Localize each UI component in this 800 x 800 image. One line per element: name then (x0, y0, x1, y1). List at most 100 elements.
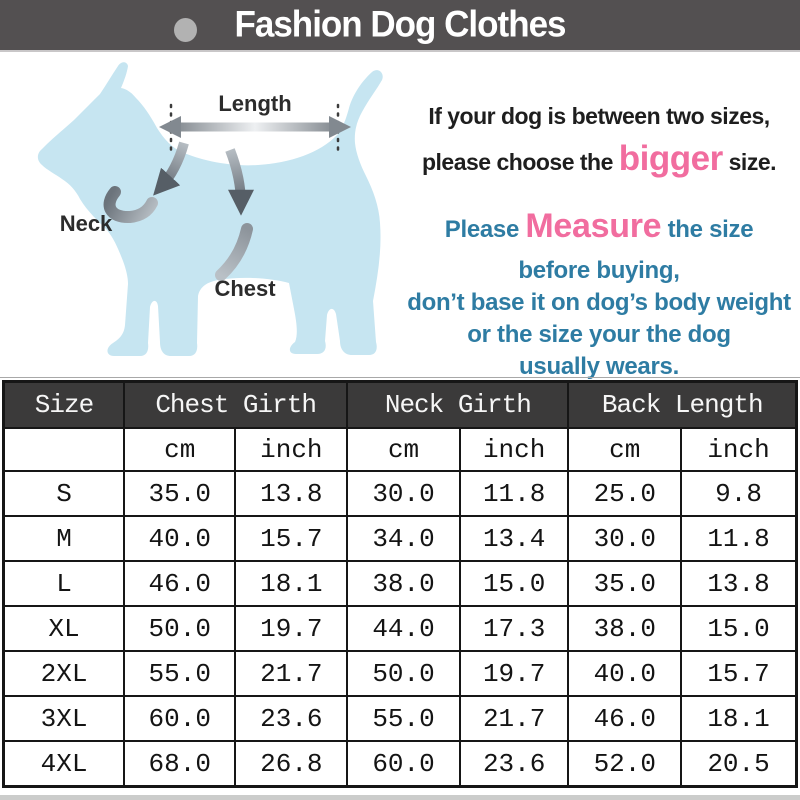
chest-band (215, 223, 253, 281)
measurement-value-cell: 34.0 (346, 515, 461, 562)
measurement-value-cell: 13.4 (458, 515, 570, 562)
size-table: Size Chest Girth Neck Girth Back Length … (2, 380, 798, 788)
measurement-value-cell: 40.0 (123, 515, 237, 562)
measurement-value-cell: 21.7 (234, 650, 349, 697)
measurement-value-cell: 19.7 (234, 605, 349, 652)
note-line-2: please choose the bigger size. (398, 136, 800, 185)
table-row: XL 50.0 19.7 44.0 17.3 38.0 15.0 (2, 605, 798, 652)
unit-cell: inch (458, 427, 570, 472)
measurement-value-cell: 46.0 (123, 560, 237, 607)
size-label-cell: 4XL (2, 740, 126, 788)
length-arrowhead-right (329, 116, 351, 138)
measurement-value-cell: 46.0 (567, 695, 683, 742)
page-title: Fashion Dog Clothes (234, 4, 567, 45)
note-line-4: before buying, (518, 257, 680, 284)
note-line-7: usually wears. (519, 353, 679, 380)
measurement-value-cell: 68.0 (123, 740, 237, 788)
unit-cell: cm (123, 427, 237, 472)
measurement-value-cell: 38.0 (567, 605, 683, 652)
note-line-5: don’t base it on dog’s body weight (407, 289, 791, 316)
chest-label: Chest (214, 276, 276, 301)
measurement-value-cell: 13.8 (680, 560, 798, 607)
measurement-value-cell: 19.7 (458, 650, 570, 697)
measurement-value-cell: 15.7 (234, 515, 349, 562)
measurement-value-cell: 60.0 (346, 740, 461, 788)
measurement-value-cell: 18.1 (680, 695, 798, 742)
measurement-value-cell: 52.0 (567, 740, 683, 788)
measurement-value-cell: 13.8 (234, 470, 349, 517)
measurement-value-cell: 55.0 (123, 650, 237, 697)
header-bar: Fashion Dog Clothes (0, 0, 800, 52)
measurement-value-cell: 17.3 (458, 605, 570, 652)
measurement-value-cell: 11.8 (458, 470, 570, 517)
measurement-value-cell: 9.8 (680, 470, 798, 517)
note-line-3: Please Measure the size (398, 201, 800, 255)
table-row: 4XL 68.0 26.8 60.0 23.6 52.0 20.5 (2, 740, 798, 788)
table-body: S 35.0 13.8 30.0 11.8 25.0 9.8 M 40.0 15.7 34.0 13.… (2, 470, 798, 788)
note-line-2-pre: please choose the (421, 149, 619, 175)
bottom-edge-strip (0, 795, 800, 800)
note-line-6: or the size your the dog (467, 321, 731, 348)
size-label-cell: S (2, 470, 126, 517)
unit-cell-empty (2, 427, 126, 472)
neck-arrow (153, 141, 189, 196)
table-group-header-row: Size Chest Girth Neck Girth Back Length (2, 380, 798, 429)
measurement-value-cell: 50.0 (346, 650, 461, 697)
measurement-value-cell: 18.1 (234, 560, 349, 607)
note-line-2-post: size. (722, 149, 777, 175)
length-arrowhead-left (159, 116, 181, 138)
sizing-notes: If your dog is between two sizes, please… (398, 96, 800, 383)
measurement-value-cell: 30.0 (346, 470, 461, 517)
measure-highlight: Measure (525, 207, 662, 245)
table-row: 2XL 55.0 21.7 50.0 19.7 40.0 15.7 (2, 650, 798, 697)
table-row: M 40.0 15.7 34.0 13.4 30.0 11.8 (2, 515, 798, 562)
dog-measurement-diagram: Length Neck Chest (0, 53, 400, 375)
measurement-value-cell: 55.0 (346, 695, 461, 742)
unit-cell: inch (234, 427, 349, 472)
table-row: S 35.0 13.8 30.0 11.8 25.0 9.8 (2, 470, 798, 517)
note-line-1-text: If your dog is between two sizes, (428, 103, 770, 129)
unit-cell: cm (567, 427, 683, 472)
measurement-value-cell: 23.6 (234, 695, 349, 742)
chest-arrow (225, 148, 254, 216)
measurement-value-cell: 25.0 (567, 470, 683, 517)
dog-silhouette (37, 62, 383, 356)
measurement-value-cell: 15.0 (458, 560, 570, 607)
measurement-value-cell: 60.0 (123, 695, 237, 742)
note-line-3-pre: Please (444, 216, 526, 243)
measurement-value-cell: 35.0 (123, 470, 237, 517)
measurement-value-cell: 26.8 (234, 740, 349, 788)
neck-band (103, 186, 158, 223)
size-label-cell: M (2, 515, 126, 562)
size-label-cell: 2XL (2, 650, 126, 697)
neck-label: Neck (60, 211, 113, 236)
measurement-value-cell: 35.0 (567, 560, 683, 607)
measurement-value-cell: 38.0 (346, 560, 461, 607)
table-row: 3XL 60.0 23.6 55.0 21.7 46.0 18.1 (2, 695, 798, 742)
measurement-value-cell: 15.7 (680, 650, 798, 697)
col-group-chest-girth: Chest Girth (123, 380, 349, 429)
measurement-value-cell: 11.8 (680, 515, 798, 562)
measurement-value-cell: 23.6 (458, 740, 570, 788)
bigger-highlight: bigger (618, 139, 723, 178)
notes-spacer (398, 185, 800, 201)
note-line-3-post: the size (661, 216, 754, 243)
bullet-dot-icon (174, 18, 197, 42)
unit-cell: cm (346, 427, 461, 472)
col-group-size: Size (2, 380, 126, 429)
length-label: Length (218, 91, 291, 116)
measurement-value-cell: 15.0 (680, 605, 798, 652)
measurement-value-cell: 44.0 (346, 605, 461, 652)
measurement-value-cell: 40.0 (567, 650, 683, 697)
measurement-value-cell: 21.7 (458, 695, 570, 742)
size-label-cell: XL (2, 605, 126, 652)
table-unit-header-row: cm inch cm inch cm inch (2, 427, 798, 472)
measurement-value-cell: 50.0 (123, 605, 237, 652)
table-row: L 46.0 18.1 38.0 15.0 35.0 13.8 (2, 560, 798, 607)
size-label-cell: L (2, 560, 126, 607)
dog-diagram-svg: Length Neck Chest (37, 62, 383, 356)
unit-cell: inch (680, 427, 798, 472)
size-table-section: Size Chest Girth Neck Girth Back Length … (0, 377, 800, 788)
measurement-value-cell: 20.5 (680, 740, 798, 788)
note-line-1: If your dog is between two sizes, (398, 96, 800, 136)
